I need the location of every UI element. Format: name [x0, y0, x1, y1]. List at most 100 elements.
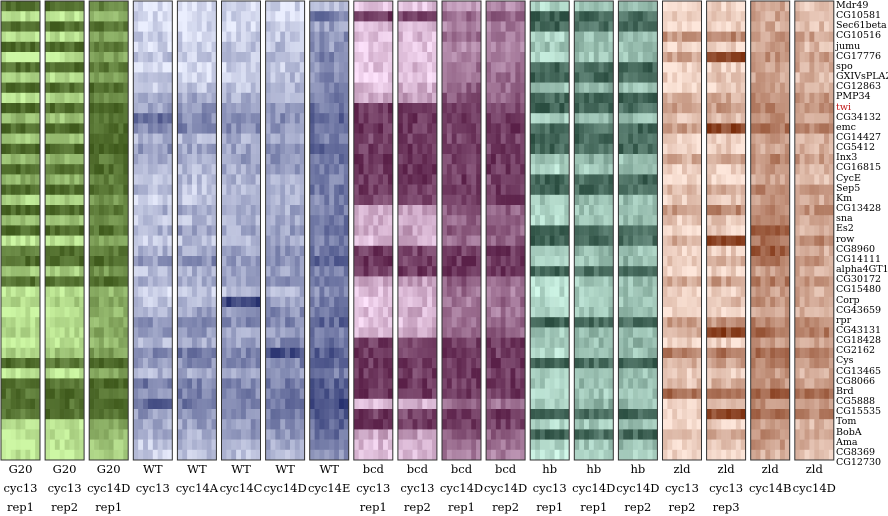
heatmap-cell	[461, 92, 467, 104]
heatmap-cell	[192, 1, 198, 12]
heatmap-cell	[461, 266, 467, 277]
heatmap-cell	[157, 113, 163, 124]
heatmap-cell	[471, 449, 477, 461]
heatmap-cell	[123, 266, 129, 277]
heatmap-cell	[476, 347, 482, 359]
heatmap-cell	[387, 31, 394, 43]
heatmap-cell	[265, 225, 271, 236]
heatmap-cell	[187, 1, 193, 12]
heatmap-cell	[549, 368, 555, 379]
heatmap-panel	[88, 0, 129, 461]
heatmap-cell	[182, 368, 188, 379]
heatmap-cell	[510, 347, 516, 359]
heatmap-cell	[603, 174, 609, 185]
heatmap-cell	[1, 21, 7, 32]
heatmap-cell	[5, 429, 12, 440]
heatmap-cell	[442, 103, 448, 114]
heatmap-cell	[442, 286, 448, 298]
heatmap-cell	[476, 113, 482, 124]
heatmap-cell	[329, 82, 335, 94]
heatmap-cell	[89, 419, 95, 430]
heatmap-cell	[593, 41, 599, 53]
heatmap-cell	[383, 286, 389, 298]
heatmap-cell	[461, 337, 467, 349]
heatmap-cell	[275, 317, 281, 328]
heatmap-cell	[559, 31, 565, 43]
heatmap-cell	[432, 133, 438, 145]
heatmap-cell	[289, 184, 296, 196]
heatmap-cell	[544, 347, 550, 359]
heatmap-cell	[245, 378, 252, 389]
heatmap-cell	[289, 286, 296, 298]
heatmap-cell	[446, 378, 453, 389]
heatmap-cell	[89, 286, 95, 298]
heatmap-cell	[432, 439, 438, 451]
heatmap-cell	[373, 439, 379, 451]
heatmap-cell	[10, 235, 16, 247]
heatmap-cell	[30, 205, 36, 216]
heatmap-cell	[123, 439, 129, 451]
heatmap-cell	[64, 11, 70, 22]
heatmap-cell	[574, 52, 580, 63]
heatmap-cell	[98, 317, 105, 328]
heatmap-cell	[314, 154, 320, 165]
heatmap-cell	[314, 317, 320, 328]
heatmap-cell	[49, 256, 56, 267]
heatmap-cell	[211, 266, 217, 277]
heatmap-cell	[35, 368, 41, 379]
heatmap-cell	[530, 21, 536, 32]
heatmap-cell	[64, 388, 70, 400]
heatmap-cell	[133, 11, 139, 22]
heatmap-cell	[451, 449, 457, 461]
heatmap-cell	[451, 184, 457, 196]
heatmap-cell	[89, 194, 95, 206]
heatmap-cell	[539, 72, 546, 83]
heatmap-cell	[319, 205, 325, 216]
heatmap-cell	[343, 215, 349, 226]
heatmap-cell	[324, 419, 330, 430]
heatmap-cell	[466, 337, 472, 349]
heatmap-cell	[245, 215, 252, 226]
heatmap-cell	[5, 174, 12, 185]
heatmap-cell	[54, 174, 61, 185]
heatmap-cell	[432, 41, 438, 53]
heatmap-cell	[373, 286, 379, 298]
heatmap-cell	[152, 398, 158, 410]
heatmap-cell	[255, 123, 261, 134]
heatmap-cell	[182, 429, 188, 440]
heatmap-cell	[530, 439, 536, 451]
heatmap-cell	[118, 41, 124, 53]
heatmap-cell	[412, 388, 418, 400]
heatmap-cell	[103, 245, 109, 257]
heatmap-cell	[89, 1, 95, 12]
heatmap-cell	[285, 113, 291, 124]
heatmap-cell	[10, 41, 16, 53]
heatmap-cell	[167, 337, 173, 349]
heatmap-cell	[133, 307, 139, 318]
heatmap-cell	[544, 276, 550, 287]
heatmap-cell	[442, 296, 448, 308]
heatmap-cell	[500, 327, 506, 338]
heatmap-cell	[5, 337, 12, 349]
heatmap-cell	[64, 21, 70, 32]
heatmap-cell	[10, 327, 16, 338]
heatmap-cell	[289, 82, 296, 94]
heatmap-cell	[309, 92, 315, 104]
heatmap-cell	[89, 256, 95, 267]
heatmap-cell	[417, 133, 423, 145]
heatmap-cell	[79, 276, 85, 287]
heatmap-cell	[245, 154, 252, 165]
heatmap-cell	[314, 419, 320, 430]
heatmap-cell	[157, 245, 163, 257]
heatmap-cell	[152, 62, 158, 73]
heatmap-cell	[442, 235, 448, 247]
heatmap-cell	[520, 133, 526, 145]
heatmap-cell	[182, 296, 188, 308]
heatmap-cell	[79, 31, 85, 43]
heatmap-cell	[530, 205, 536, 216]
heatmap-cell	[358, 72, 364, 83]
heatmap-cell	[147, 82, 154, 94]
heatmap-cell	[35, 409, 41, 420]
heatmap-cell	[147, 52, 154, 63]
heatmap-cell	[15, 164, 21, 175]
